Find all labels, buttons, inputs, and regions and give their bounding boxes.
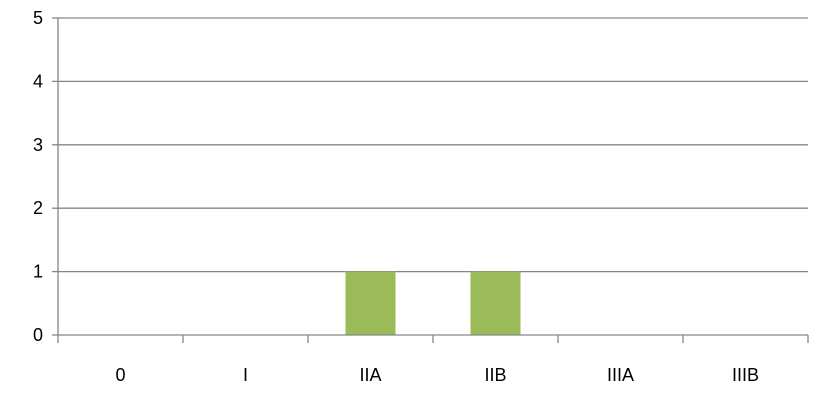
- y-tick-label-3: 3: [33, 135, 43, 155]
- x-tick-label-IIB: IIB: [484, 365, 506, 385]
- x-tick-label-I: I: [243, 365, 248, 385]
- x-tick-label-IIIA: IIIA: [607, 365, 634, 385]
- y-tick-label-4: 4: [33, 71, 43, 91]
- axes: [52, 17, 809, 343]
- y-tick-label-2: 2: [33, 198, 43, 218]
- gridlines: [58, 17, 808, 273]
- y-tick-label-1: 1: [33, 262, 43, 282]
- x-tick-label-IIIB: IIIB: [732, 365, 759, 385]
- bars: [345, 271, 521, 335]
- x-tick-label-IIA: IIA: [359, 365, 381, 385]
- y-tick-label-5: 5: [33, 8, 43, 28]
- y-tick-label-0: 0: [33, 325, 43, 345]
- x-tick-label-0: 0: [115, 365, 125, 385]
- bar-IIA: [345, 271, 396, 335]
- bar-IIB: [470, 271, 521, 335]
